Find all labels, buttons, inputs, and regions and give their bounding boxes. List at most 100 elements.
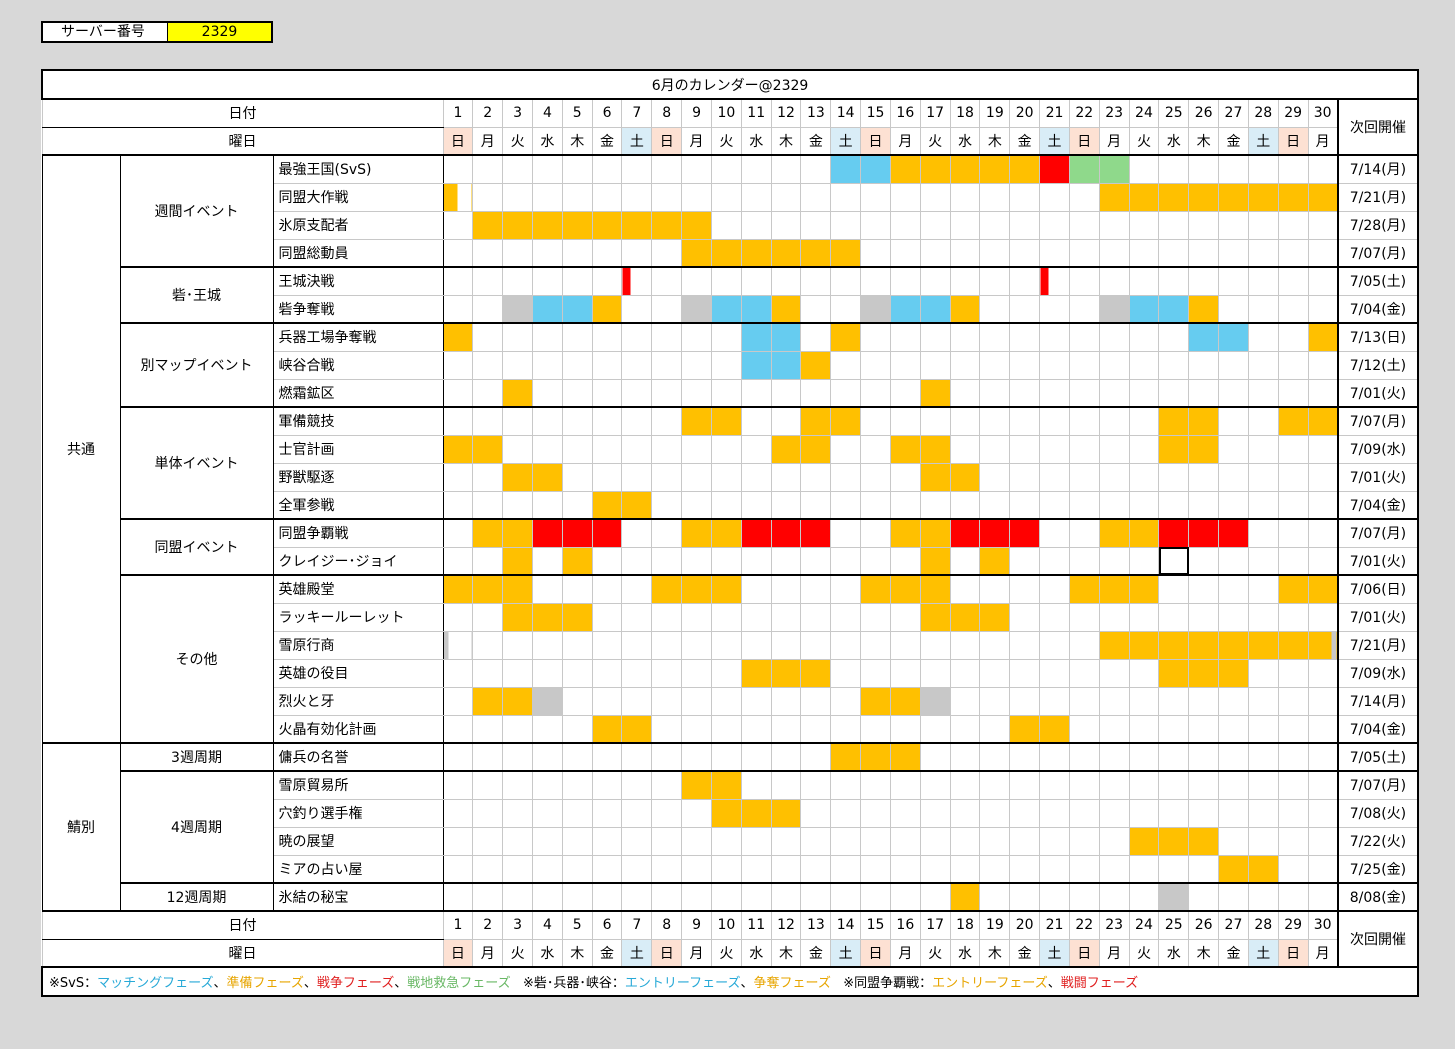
schedule-cell (830, 490, 862, 520)
schedule-cell (710, 686, 742, 716)
schedule-cell (1158, 182, 1190, 212)
schedule-cell (1098, 546, 1130, 576)
schedule-cell (1009, 182, 1041, 212)
event-row: 氷原支配者 7/28(月) (42, 210, 1420, 240)
header-top-weekday: 日 (651, 126, 683, 156)
header-top-day-number: 4 (531, 98, 563, 128)
schedule-cell (472, 154, 504, 184)
schedule-cell (1277, 378, 1309, 408)
schedule-cell (979, 742, 1011, 772)
schedule-cell (1188, 154, 1220, 184)
schedule-cell (651, 602, 683, 632)
schedule-cell (800, 350, 832, 380)
schedule-cell (531, 266, 563, 296)
server-number-value[interactable]: 2329 (168, 23, 271, 41)
schedule-cell (591, 462, 623, 492)
schedule-cell (1247, 574, 1279, 604)
schedule-cell (591, 658, 623, 688)
schedule-cell (1277, 714, 1309, 744)
schedule-cell (1009, 378, 1041, 408)
schedule-cell (621, 182, 653, 212)
schedule-cell (830, 266, 862, 296)
schedule-cell (502, 882, 533, 912)
schedule-cell (1307, 238, 1339, 268)
schedule-cell (1218, 826, 1249, 856)
schedule-cell (710, 742, 742, 772)
schedule-cell (442, 490, 474, 520)
header-top-day-number: 16 (889, 98, 921, 128)
event-name: 士官計画 (272, 434, 444, 464)
schedule-cell (1158, 518, 1190, 548)
event-row: ラッキールーレット 7/01(火) (42, 602, 1420, 632)
header-top-weekday: 木 (979, 126, 1011, 156)
schedule-cell (710, 798, 742, 828)
schedule-cell (949, 182, 981, 212)
schedule-cell (472, 882, 504, 912)
event-name: 暁の展望 (272, 826, 444, 856)
schedule-cell (1307, 294, 1339, 324)
header-bottom-weekday-label: 曜日 (41, 938, 444, 968)
next-date: 7/07(月) (1336, 770, 1420, 800)
schedule-cell (502, 518, 533, 548)
next-date: 7/07(月) (1336, 406, 1420, 436)
schedule-cell (1218, 322, 1249, 352)
schedule-cell (1158, 490, 1190, 520)
schedule-cell (919, 882, 951, 912)
schedule-cell (949, 154, 981, 184)
schedule-cell (502, 350, 533, 380)
schedule-cell (1098, 154, 1130, 184)
header-top-weekday: 火 (919, 126, 951, 156)
schedule-cell (979, 434, 1011, 464)
schedule-cell (770, 182, 802, 212)
schedule-cell (919, 546, 951, 576)
schedule-cell (1068, 686, 1100, 716)
schedule-cell (800, 238, 832, 268)
schedule-cell (1128, 798, 1160, 828)
header-bottom-day-number: 28 (1247, 910, 1279, 940)
schedule-cell (1068, 630, 1100, 660)
schedule-cell (1218, 854, 1249, 884)
schedule-cell (800, 714, 832, 744)
schedule-cell (1039, 714, 1070, 744)
schedule-cell (591, 294, 623, 324)
schedule-cell (1158, 322, 1190, 352)
header-top-day-number: 23 (1098, 98, 1130, 128)
schedule-cell (830, 294, 862, 324)
schedule-cell (1039, 686, 1070, 716)
schedule-cell (1009, 266, 1041, 296)
schedule-cell (621, 798, 653, 828)
legend-text: 戦争フェーズ (316, 976, 395, 991)
schedule-cell (591, 210, 623, 240)
schedule-cell (1247, 826, 1279, 856)
schedule-cell (591, 322, 623, 352)
header-top-day-number: 11 (740, 98, 772, 128)
schedule-cell (531, 714, 563, 744)
event-row: 同盟総動員 7/07(月) (42, 238, 1420, 268)
schedule-cell (800, 770, 832, 800)
schedule-cell (1068, 882, 1100, 912)
schedule-cell (1158, 854, 1190, 884)
header-top-weekday: 月 (889, 126, 921, 156)
schedule-cell (1098, 434, 1130, 464)
header-top-day-number: 22 (1068, 98, 1100, 128)
schedule-cell (770, 602, 802, 632)
schedule-cell (740, 434, 772, 464)
schedule-cell (561, 826, 593, 856)
header-bottom-weekday: 火 (919, 938, 951, 968)
schedule-cell (1098, 518, 1130, 548)
schedule-cell (561, 210, 593, 240)
schedule-cell (561, 266, 593, 296)
schedule-cell (531, 630, 563, 660)
schedule-cell (860, 462, 891, 492)
schedule-cell (561, 574, 593, 604)
schedule-cell (531, 182, 563, 212)
schedule-cell (502, 798, 533, 828)
schedule-cell (1188, 854, 1220, 884)
schedule-cell (949, 658, 981, 688)
schedule-cell (502, 238, 533, 268)
schedule-cell (442, 210, 474, 240)
schedule-cell (681, 602, 712, 632)
schedule-cell (591, 602, 623, 632)
schedule-cell (651, 686, 683, 716)
next-date: 7/14(月) (1336, 154, 1420, 184)
